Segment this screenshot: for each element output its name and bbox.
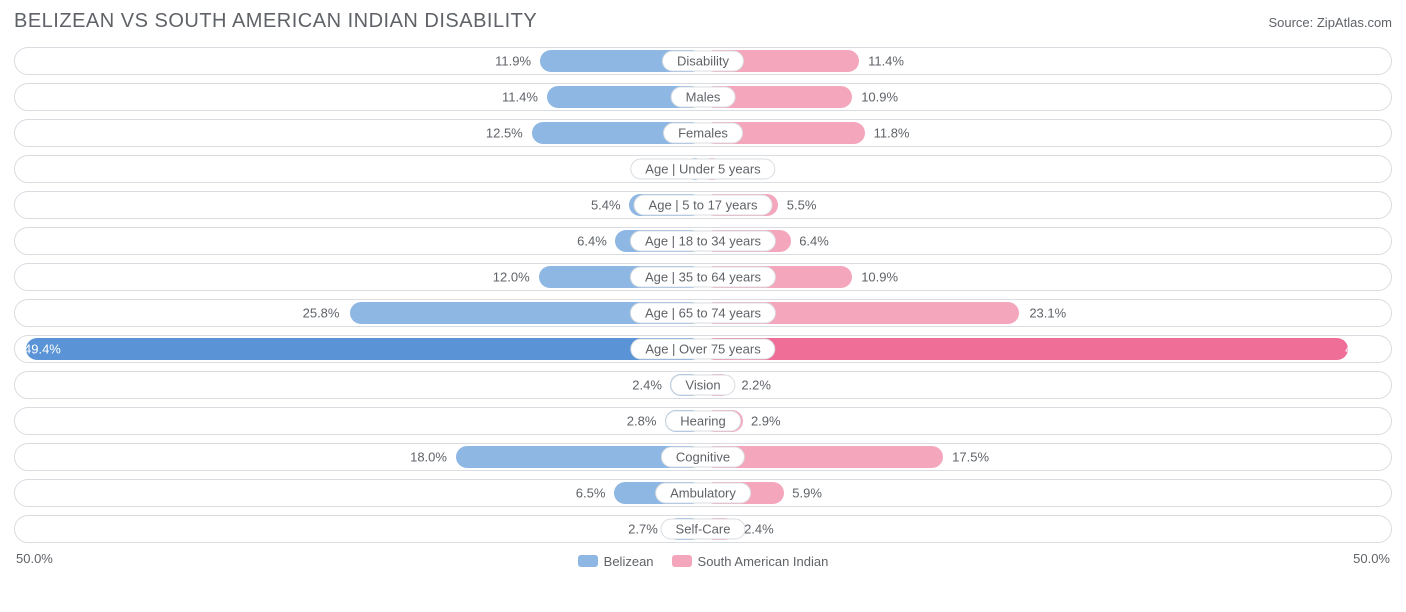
value-left: 6.5% (576, 486, 606, 501)
category-label: Females (663, 123, 743, 144)
category-label: Age | Over 75 years (630, 339, 775, 360)
chart-row: 18.0% 17.5% Cognitive (14, 443, 1392, 471)
category-label: Hearing (665, 411, 741, 432)
chart-row: 6.4% 6.4% Age | 18 to 34 years (14, 227, 1392, 255)
value-right: 6.4% (799, 234, 829, 249)
value-left: 12.0% (493, 270, 530, 285)
value-right: 47.1% (1345, 342, 1382, 357)
chart-row: 5.4% 5.5% Age | 5 to 17 years (14, 191, 1392, 219)
value-right: 11.4% (868, 54, 904, 69)
bar-right-container (703, 86, 1388, 108)
category-label: Age | 18 to 34 years (630, 231, 776, 252)
value-right: 17.5% (952, 450, 989, 465)
bar-left-container (18, 446, 703, 468)
chart-title: BELIZEAN VS SOUTH AMERICAN INDIAN DISABI… (14, 10, 537, 33)
chart-row: 2.4% 2.2% Vision (14, 371, 1392, 399)
value-left: 5.4% (591, 198, 621, 213)
chart-row: 12.0% 10.9% Age | 35 to 64 years (14, 263, 1392, 291)
axis-max-left: 50.0% (16, 551, 53, 566)
category-label: Age | Under 5 years (630, 159, 775, 180)
bar-left-container (18, 50, 703, 72)
value-right: 2.9% (751, 414, 781, 429)
bar-right-container (703, 122, 1388, 144)
chart-header: BELIZEAN VS SOUTH AMERICAN INDIAN DISABI… (14, 10, 1392, 33)
bar-right-container (703, 158, 1388, 180)
value-left: 2.7% (628, 522, 658, 537)
value-left: 49.4% (24, 342, 61, 357)
chart-row: 12.5% 11.8% Females (14, 119, 1392, 147)
value-left: 2.8% (627, 414, 657, 429)
bar-left-container (18, 122, 703, 144)
chart-row: 11.9% 11.4% Disability (14, 47, 1392, 75)
legend-label-right: South American Indian (698, 554, 829, 569)
value-right: 10.9% (861, 270, 898, 285)
category-label: Age | 35 to 64 years (630, 267, 776, 288)
bar-left-container (18, 266, 703, 288)
value-left: 2.4% (632, 378, 662, 393)
value-left: 18.0% (410, 450, 447, 465)
category-label: Males (671, 87, 736, 108)
bar-left-container (18, 410, 703, 432)
bar-left-container (18, 158, 703, 180)
value-left: 6.4% (577, 234, 607, 249)
chart-row: 2.8% 2.9% Hearing (14, 407, 1392, 435)
chart-row: 49.4% 47.1% Age | Over 75 years (14, 335, 1392, 363)
chart-row: 11.4% 10.9% Males (14, 83, 1392, 111)
value-right: 10.9% (861, 90, 898, 105)
legend-swatch-left (578, 555, 598, 567)
category-label: Disability (662, 51, 744, 72)
bar-right-container (703, 374, 1388, 396)
legend-left: Belizean (578, 554, 654, 569)
bar-right (703, 338, 1348, 360)
chart-row: 2.7% 2.4%Self-Care (14, 515, 1392, 543)
bar-left-container (18, 518, 703, 540)
category-label: Vision (670, 375, 735, 396)
category-label: Cognitive (661, 447, 745, 468)
category-label: Ambulatory (655, 483, 751, 504)
value-left: 11.9% (495, 54, 531, 69)
value-right: 5.5% (787, 198, 817, 213)
bar-left-container (18, 86, 703, 108)
bar-right-container (703, 50, 1388, 72)
chart-source: Source: ZipAtlas.com (1268, 15, 1392, 30)
value-left: 25.8% (303, 306, 340, 321)
bar-right-container (703, 446, 1388, 468)
legend-swatch-right (672, 555, 692, 567)
axis-max-right: 50.0% (1353, 551, 1390, 566)
legend-label-left: Belizean (604, 554, 654, 569)
bar-left-container (18, 302, 703, 324)
category-label: Age | 5 to 17 years (634, 195, 773, 216)
bar-left (26, 338, 703, 360)
value-right: 5.9% (792, 486, 822, 501)
chart-row: 6.5% 5.9% Ambulatory (14, 479, 1392, 507)
bar-right-container (703, 410, 1388, 432)
bar-left-container (18, 338, 703, 360)
bar-left-container (18, 374, 703, 396)
value-left: 12.5% (486, 126, 523, 141)
diverging-bar-chart: 11.9% 11.4% Disability 11.4% 10.9% Males 12.5%… (14, 47, 1392, 543)
chart-row: 1.2%1.3%Age | Under 5 years (14, 155, 1392, 183)
category-label: Self-Care (661, 519, 746, 540)
bar-right-container (703, 518, 1388, 540)
chart-footer: 50.0% Belizean South American Indian 50.… (14, 551, 1392, 571)
legend-right: South American Indian (672, 554, 829, 569)
bar-right-container (703, 266, 1388, 288)
value-right: 11.8% (874, 126, 910, 141)
category-label: Age | 65 to 74 years (630, 303, 776, 324)
value-left: 11.4% (502, 90, 538, 105)
chart-row: 25.8% 23.1% Age | 65 to 74 years (14, 299, 1392, 327)
value-right: 23.1% (1029, 306, 1066, 321)
value-right: 2.4% (744, 522, 774, 537)
bar-right-container (703, 338, 1388, 360)
value-right: 2.2% (741, 378, 771, 393)
